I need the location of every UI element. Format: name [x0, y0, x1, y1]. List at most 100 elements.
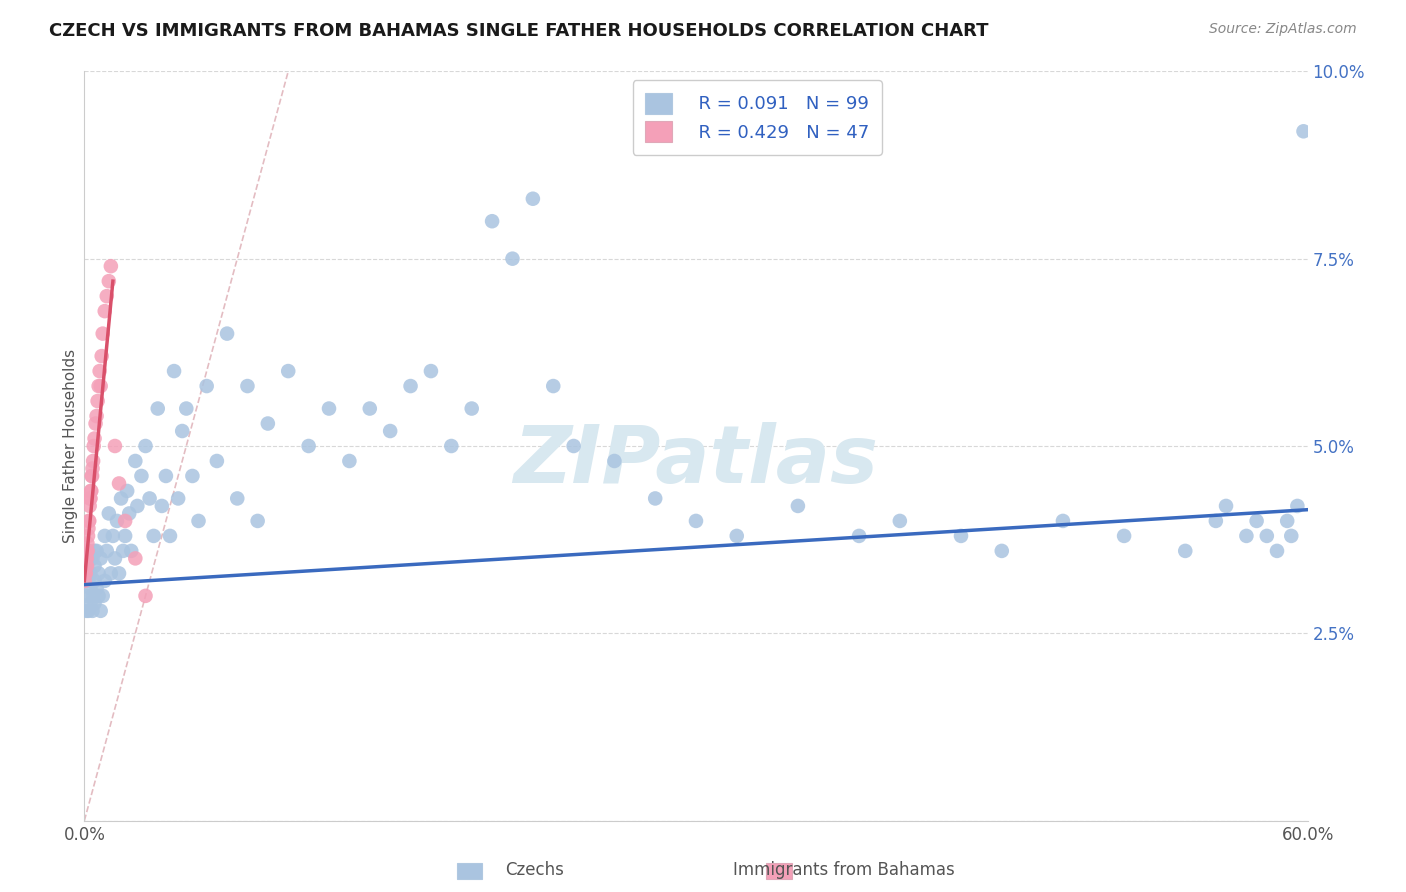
Point — [79, 596, 101, 610]
Point — [83, 439, 105, 453]
Point — [80, 483, 103, 498]
Point — [461, 401, 484, 416]
Point — [75, 589, 97, 603]
Point — [90, 349, 112, 363]
Y-axis label: Single Father Households: Single Father Households — [63, 349, 77, 543]
Point — [83, 574, 105, 588]
Point — [685, 514, 707, 528]
Point — [603, 454, 626, 468]
Point — [127, 499, 149, 513]
Point — [97, 507, 120, 521]
Point — [399, 379, 422, 393]
Point — [991, 544, 1014, 558]
Point — [100, 259, 122, 273]
Point — [82, 454, 104, 468]
Point — [83, 432, 105, 446]
Point — [77, 604, 100, 618]
Point — [181, 469, 204, 483]
Point — [86, 394, 108, 409]
Point — [73, 574, 96, 588]
Point — [77, 529, 100, 543]
Point — [124, 551, 146, 566]
Point — [1215, 499, 1237, 513]
Point — [105, 514, 128, 528]
Point — [359, 401, 381, 416]
Point — [380, 424, 402, 438]
Point — [90, 604, 112, 618]
Point — [93, 304, 115, 318]
Point — [257, 417, 280, 431]
Point — [172, 424, 194, 438]
Point — [80, 483, 103, 498]
Point — [246, 514, 269, 528]
Point — [114, 529, 136, 543]
Point — [277, 364, 299, 378]
Point — [91, 326, 114, 341]
Point — [950, 529, 973, 543]
Point — [163, 364, 186, 378]
Point — [79, 582, 101, 596]
Point — [73, 558, 96, 573]
Point — [75, 566, 97, 581]
Point — [298, 439, 321, 453]
Point — [86, 582, 108, 596]
Point — [79, 551, 101, 566]
Point — [115, 483, 138, 498]
Point — [77, 574, 100, 588]
Point — [205, 454, 228, 468]
Point — [100, 566, 122, 581]
Point — [889, 514, 911, 528]
Point — [75, 551, 97, 566]
Point — [420, 364, 443, 378]
Point — [77, 544, 100, 558]
Point — [76, 544, 98, 558]
Legend:   R = 0.091   N = 99,   R = 0.429   N = 47: R = 0.091 N = 99, R = 0.429 N = 47 — [633, 80, 882, 154]
Point — [96, 544, 118, 558]
Point — [146, 401, 169, 416]
Point — [83, 544, 105, 558]
Point — [76, 544, 98, 558]
Point — [236, 379, 259, 393]
Point — [138, 491, 160, 506]
Point — [124, 454, 146, 468]
Point — [120, 544, 142, 558]
Point — [131, 469, 153, 483]
Point — [1246, 514, 1268, 528]
Point — [77, 514, 100, 528]
Point — [75, 558, 97, 573]
Point — [481, 214, 503, 228]
Point — [502, 252, 524, 266]
Point — [75, 551, 97, 566]
Point — [83, 558, 105, 573]
Point — [82, 604, 104, 618]
Point — [77, 521, 100, 535]
Point — [1174, 544, 1197, 558]
Point — [848, 529, 870, 543]
Point — [159, 529, 181, 543]
Point — [440, 439, 463, 453]
Point — [167, 491, 190, 506]
Point — [226, 491, 249, 506]
Point — [1236, 529, 1258, 543]
Point — [187, 514, 209, 528]
Point — [543, 379, 565, 393]
Point — [114, 514, 136, 528]
Point — [135, 439, 157, 453]
Point — [108, 476, 131, 491]
Point — [79, 566, 101, 581]
Point — [90, 551, 112, 566]
Point — [217, 326, 239, 341]
Point — [79, 491, 101, 506]
Text: Czechs: Czechs — [505, 861, 564, 879]
Point — [82, 461, 104, 475]
Point — [1114, 529, 1136, 543]
Point — [1286, 499, 1309, 513]
Point — [644, 491, 666, 506]
Point — [1292, 124, 1315, 138]
Point — [87, 589, 110, 603]
Point — [96, 289, 118, 303]
Point — [79, 499, 101, 513]
Point — [104, 551, 127, 566]
Point — [76, 536, 98, 550]
Point — [89, 364, 111, 378]
